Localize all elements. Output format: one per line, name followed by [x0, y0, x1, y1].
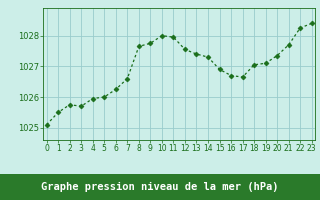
Text: Graphe pression niveau de la mer (hPa): Graphe pression niveau de la mer (hPa)	[41, 182, 279, 192]
